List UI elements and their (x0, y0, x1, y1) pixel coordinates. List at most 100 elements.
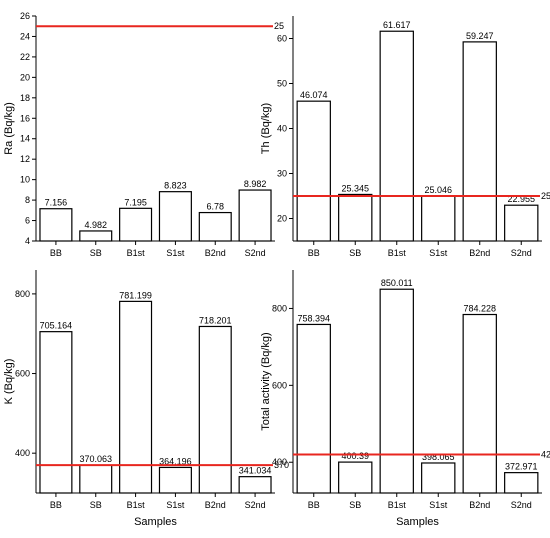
ra-bar (198, 211, 232, 242)
ra-value-label: 7.156 (45, 198, 68, 208)
th-value-label: 25.345 (341, 183, 369, 193)
total-activity-value-label: 372.971 (505, 462, 538, 472)
k-category-label: BB (50, 500, 62, 510)
total-activity-y-axis-title: Total activity (Bq/kg) (260, 332, 272, 430)
ra-value-label: 7.195 (124, 197, 147, 207)
k-value-label: 341.034 (239, 466, 272, 476)
ra-y-tick-label: 16 (20, 113, 30, 123)
ra-value-label: 6.78 (206, 202, 224, 212)
total-activity-bar (421, 462, 456, 494)
k-chart-panel: 400 600 800 705.164 BB 370.063 SB 781.199 B1st 36… (3, 270, 289, 528)
total-activity-value-label: 850.011 (381, 278, 413, 288)
th-reference-label: 25 (541, 191, 550, 201)
th-bar (504, 204, 539, 242)
th-category-label: B2nd (469, 248, 490, 258)
total-activity-bar (462, 313, 497, 494)
ra-bar (79, 230, 113, 242)
k-value-label: 370.063 (79, 454, 112, 464)
total-activity-value-label: 398.065 (422, 452, 455, 462)
ra-value-label: 8.823 (164, 181, 187, 191)
total-activity-y-tick-label: 600 (272, 380, 287, 390)
th-y-tick-label: 20 (277, 214, 287, 224)
k-bar (198, 325, 232, 494)
th-category-label: S2nd (511, 248, 532, 258)
k-y-axis-title: K (Bq/kg) (3, 359, 15, 405)
ra-category-label: BB (50, 248, 62, 258)
th-y-axis-title: Th (Bq/kg) (260, 103, 272, 154)
ra-bar (158, 191, 192, 242)
ra-bar (238, 189, 272, 242)
ra-y-tick-label: 20 (20, 72, 30, 82)
total-activity-bar (338, 461, 373, 494)
k-category-label: S2nd (245, 500, 266, 510)
ra-bar (39, 208, 73, 242)
total-activity-y-tick-label: 800 (272, 303, 287, 313)
th-bar (379, 30, 414, 242)
th-bar (462, 41, 497, 242)
ra-category-label: S2nd (245, 248, 266, 258)
ra-value-label: 4.982 (84, 220, 107, 230)
ra-chart-panel: 4 6 8 10 12 14 16 18 20 22 24 26 7.156 BB 4.982 SB 7.195… (3, 11, 284, 258)
th-category-label: S1st (429, 248, 448, 258)
ra-category-label: SB (90, 248, 102, 258)
total-activity-category-label: S2nd (511, 500, 532, 510)
th-category-label: B1st (388, 248, 407, 258)
ra-bar (119, 207, 153, 242)
ra-y-axis-title: Ra (Bq/kg) (3, 102, 15, 155)
k-y-tick-label: 400 (15, 448, 30, 458)
th-y-tick-label: 40 (277, 124, 287, 134)
k-value-label: 705.164 (40, 321, 73, 331)
ra-y-tick-label: 6 (25, 216, 30, 226)
k-x-axis-title: Samples (134, 516, 177, 528)
total-activity-category-label: SB (349, 500, 361, 510)
ra-y-tick-label: 26 (20, 11, 30, 21)
k-bar (119, 300, 153, 494)
th-y-tick-label: 50 (277, 79, 287, 89)
total-activity-category-label: B1st (388, 500, 407, 510)
k-bar (158, 466, 192, 494)
ra-y-tick-label: 10 (20, 175, 30, 185)
total-activity-value-label: 758.394 (297, 313, 330, 323)
k-category-label: B1st (127, 500, 146, 510)
ra-category-label: S1st (166, 248, 185, 258)
ra-y-tick-label: 14 (20, 134, 30, 144)
total-activity-bar (379, 288, 414, 494)
k-category-label: B2nd (205, 500, 226, 510)
k-bar (238, 476, 272, 494)
k-y-tick-label: 600 (15, 369, 30, 379)
ra-y-tick-label: 12 (20, 154, 30, 164)
ra-y-tick-label: 4 (25, 236, 30, 246)
total-activity-category-label: S1st (429, 500, 448, 510)
th-bar (296, 100, 331, 242)
k-value-label: 781.199 (119, 290, 152, 300)
ra-reference-label: 25 (274, 21, 284, 31)
k-category-label: S1st (166, 500, 185, 510)
th-category-label: BB (308, 248, 320, 258)
ra-y-tick-label: 18 (20, 93, 30, 103)
k-bar (39, 331, 73, 494)
th-y-tick-label: 60 (277, 34, 287, 44)
total-activity-category-label: B2nd (469, 500, 490, 510)
total-activity-value-label: 400.39 (341, 451, 369, 461)
th-bar (338, 193, 373, 242)
total-activity-y-tick-label: 400 (272, 457, 287, 467)
ra-y-tick-label: 22 (20, 52, 30, 62)
total-activity-x-axis-title: Samples (396, 516, 439, 528)
th-value-label: 22.955 (507, 194, 535, 204)
th-bar (421, 195, 456, 242)
k-reference-label: 370 (274, 460, 289, 470)
ra-y-tick-label: 8 (25, 195, 30, 205)
th-value-label: 25.046 (424, 185, 452, 195)
ra-category-label: B1st (127, 248, 146, 258)
k-category-label: SB (90, 500, 102, 510)
total-activity-chart-panel: 400 600 800 758.394 BB 400.39 SB 850.011 B1st 398… (260, 270, 550, 528)
k-value-label: 718.201 (199, 315, 232, 325)
total-activity-reference-label: 420 (541, 450, 550, 460)
k-y-tick-label: 800 (15, 289, 30, 299)
ra-value-label: 8.982 (244, 179, 267, 189)
th-value-label: 61.617 (383, 20, 411, 30)
th-chart-panel: 20 30 40 50 60 46.074 BB 25.345 SB 61.617 B1st 25.0… (260, 16, 550, 258)
th-y-tick-label: 30 (277, 169, 287, 179)
total-activity-value-label: 784.228 (463, 304, 496, 314)
